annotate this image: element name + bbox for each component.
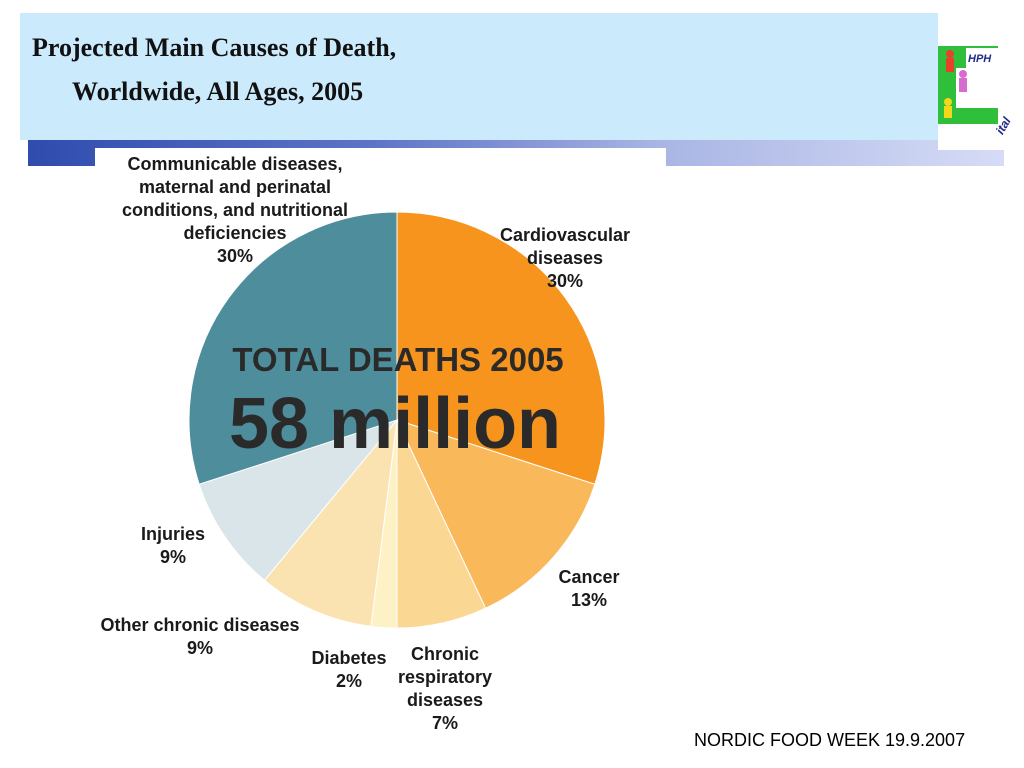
footer-text: NORDIC FOOD WEEK 19.9.2007 [694,730,966,750]
slice-label-4: Other chronic diseases 9% [100,615,299,658]
slice-label-2: Chronic respiratory diseases 7% [398,644,492,733]
slice-label-0: Cardiovascular diseases 30% [500,225,630,291]
pie-chart-panel: Cardiovascular diseases 30% Cancer 13% Chroni… [95,148,666,738]
slice-label-1: Cancer 13% [558,567,619,610]
slice-label-5: Injuries 9% [141,524,205,567]
slide-title-line2: Worldwide, All Ages, 2005 [72,77,364,106]
pie-labels: Cardiovascular diseases 30% Cancer 13% Chroni… [100,154,630,733]
logo-text: HPH [968,53,992,65]
pie-slice-6 [188,211,398,485]
pie-slice-0 [396,211,606,485]
pie-chart: Cardiovascular diseases 30% Cancer 13% Chroni… [100,154,630,733]
pie-slices [188,211,606,629]
center-label-total-deaths: TOTAL DEATHS 2005 [232,341,563,378]
center-label-58-million: 58 million [229,384,561,464]
hph-logo-icon: HPH ital [938,40,1024,150]
title-box: Projected Main Causes of Death, Worldwid… [20,13,938,140]
pie-slice-5 [198,418,399,581]
pie-slice-1 [396,419,596,609]
slice-label-6: Communicable diseases, maternal and perin… [122,154,348,266]
slide-title-line1: Projected Main Causes of Death, [32,33,397,62]
pie-slice-4 [263,418,398,627]
slice-label-3: Diabetes 2% [311,648,386,691]
